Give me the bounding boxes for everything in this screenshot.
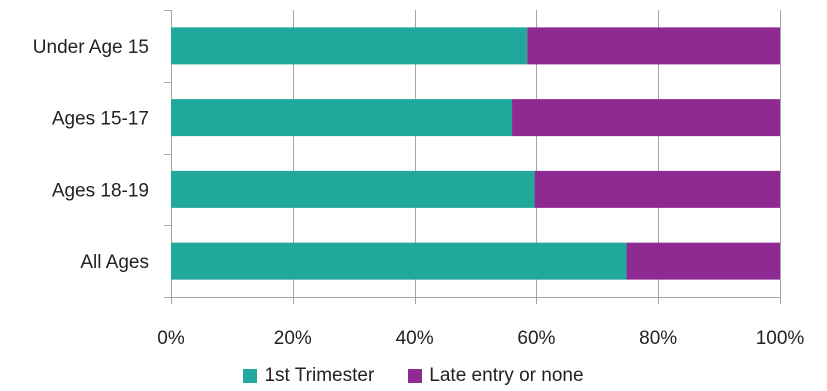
y-tick-label: All Ages	[80, 252, 149, 273]
legend-item-late-entry: Late entry or none	[408, 365, 584, 387]
bar-late-entry-or-none-under-age-15	[527, 27, 780, 65]
x-tick-label: 40%	[396, 328, 434, 349]
legend: 1st Trimester Late entry or none	[0, 364, 827, 388]
bar-late-entry-or-none-all-ages	[626, 242, 780, 280]
bar-1st-trimester-ages-18-19	[171, 170, 535, 208]
legend-swatch-1st-trimester	[243, 369, 258, 383]
x-tick-label: 60%	[517, 328, 555, 349]
legend-swatch-late-entry	[408, 369, 423, 383]
x-tick-label: 100%	[756, 328, 805, 349]
legend-label-1st-trimester: 1st Trimester	[264, 365, 375, 386]
bar-1st-trimester-under-age-15	[171, 27, 528, 65]
bar-late-entry-or-none-ages-15-17	[512, 99, 780, 137]
y-tick-label: Ages 15-17	[52, 109, 149, 130]
bar-late-entry-or-none-ages-18-19	[534, 170, 780, 208]
y-tick-label: Under Age 15	[33, 37, 149, 58]
legend-item-1st-trimester: 1st Trimester	[243, 365, 374, 387]
x-tick-label: 80%	[639, 328, 677, 349]
bar-1st-trimester-all-ages	[171, 242, 627, 280]
x-tick-label: 20%	[274, 328, 312, 349]
legend-label-late-entry: Late entry or none	[429, 365, 584, 386]
bar-1st-trimester-ages-15-17	[171, 99, 513, 137]
y-tick-label: Ages 18-19	[52, 180, 149, 201]
x-tick-label: 0%	[157, 328, 185, 349]
